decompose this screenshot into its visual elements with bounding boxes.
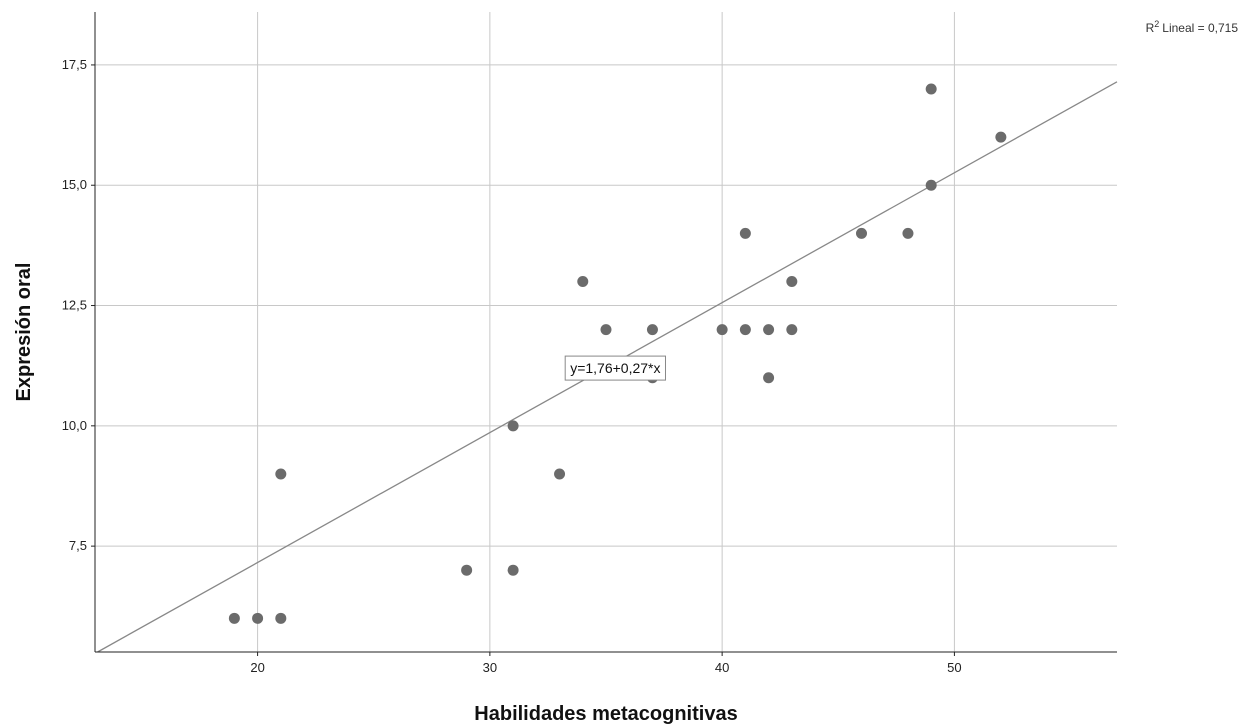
- y-tick-label: 15,0: [62, 177, 87, 192]
- data-point: [252, 612, 264, 624]
- data-point: [646, 324, 658, 336]
- axes: [91, 12, 1117, 656]
- x-tick-label: 20: [250, 660, 264, 675]
- data-point: [786, 324, 798, 336]
- data-point: [786, 275, 798, 287]
- data-point: [577, 275, 589, 287]
- tick-labels: 20 30 40 50 7,5 10,0 12,5 15,0 17,5: [62, 57, 962, 675]
- data-point: [275, 468, 287, 480]
- grid: [95, 12, 1117, 652]
- r-squared-superscript: 2: [1154, 19, 1159, 29]
- data-point: [716, 324, 728, 336]
- data-point: [925, 179, 937, 191]
- data-point: [925, 83, 937, 95]
- data-point: [739, 227, 751, 239]
- data-point: [507, 420, 519, 432]
- y-tick-label: 10,0: [62, 418, 87, 433]
- data-point: [856, 227, 867, 239]
- y-tick-label: 12,5: [62, 298, 87, 313]
- data-point: [275, 612, 287, 624]
- data-point: [507, 564, 519, 576]
- r-squared-r: R: [1146, 21, 1155, 35]
- data-point: [902, 227, 914, 239]
- y-tick-label: 17,5: [62, 57, 87, 72]
- regression-equation-label: y=1,76+0,27*x: [570, 360, 660, 376]
- x-tick-label: 40: [715, 660, 729, 675]
- data-point: [554, 468, 566, 480]
- data-point: [461, 564, 473, 576]
- r-squared-value: Lineal = 0,715: [1162, 21, 1238, 35]
- x-tick-label: 30: [483, 660, 497, 675]
- x-tick-label: 50: [947, 660, 961, 675]
- data-point: [763, 324, 775, 336]
- data-point: [739, 324, 751, 336]
- y-axis-title: Expresión oral: [13, 263, 35, 402]
- r-squared-annotation: R2 Lineal = 0,715: [1146, 19, 1239, 35]
- data-point: [600, 324, 612, 336]
- x-axis-title: Habilidades metacognitivas: [474, 703, 737, 725]
- data-point: [995, 131, 1007, 143]
- equation-box-frame: [564, 355, 666, 381]
- data-point: [228, 612, 240, 624]
- data-points: [228, 83, 1007, 624]
- data-point: [763, 372, 775, 384]
- y-tick-label: 7,5: [69, 538, 87, 553]
- regression-equation-box: y=1,76+0,27*x: [564, 355, 666, 381]
